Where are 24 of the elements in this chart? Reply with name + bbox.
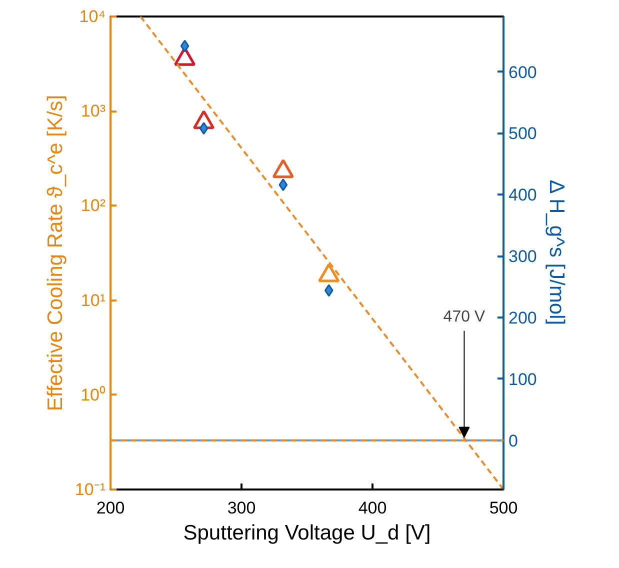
y2-tick-label: 200 bbox=[508, 308, 537, 328]
y2-tick-label: 600 bbox=[508, 62, 537, 82]
annotation: 470 V bbox=[443, 308, 486, 326]
y2-tick-label: 0 bbox=[508, 431, 518, 450]
y-tick-label: 10⁰ bbox=[80, 385, 106, 404]
y2-tick-label: 300 bbox=[508, 247, 537, 266]
y-tick-label: 10² bbox=[80, 196, 106, 216]
y-tick-label: 10⁻¹ bbox=[74, 480, 106, 499]
y-tick-label: 10¹ bbox=[80, 290, 106, 310]
y2-axis-title: Δ H_g^s [J/mol] bbox=[544, 180, 568, 326]
point bbox=[192, 110, 215, 130]
y-tick-label: 10⁴ bbox=[79, 7, 106, 26]
x-tick-label: 200 bbox=[96, 498, 125, 518]
y-axis-title: Effective Cooling Rate ϑ_c^e [K/s] bbox=[44, 94, 67, 412]
y2-tick-label: 400 bbox=[508, 186, 537, 205]
y2-tick-label: 100 bbox=[508, 370, 537, 389]
x-tick-label: 500 bbox=[489, 498, 518, 518]
x-axis-title: Sputtering Voltage U_d [V] bbox=[183, 522, 431, 544]
point bbox=[318, 263, 340, 282]
y2-tick-label: 500 bbox=[508, 124, 537, 144]
point bbox=[272, 159, 294, 178]
x-tick-label: 400 bbox=[358, 498, 387, 518]
y-tick-label: 10³ bbox=[80, 102, 106, 121]
x-tick-label: 300 bbox=[227, 498, 256, 518]
